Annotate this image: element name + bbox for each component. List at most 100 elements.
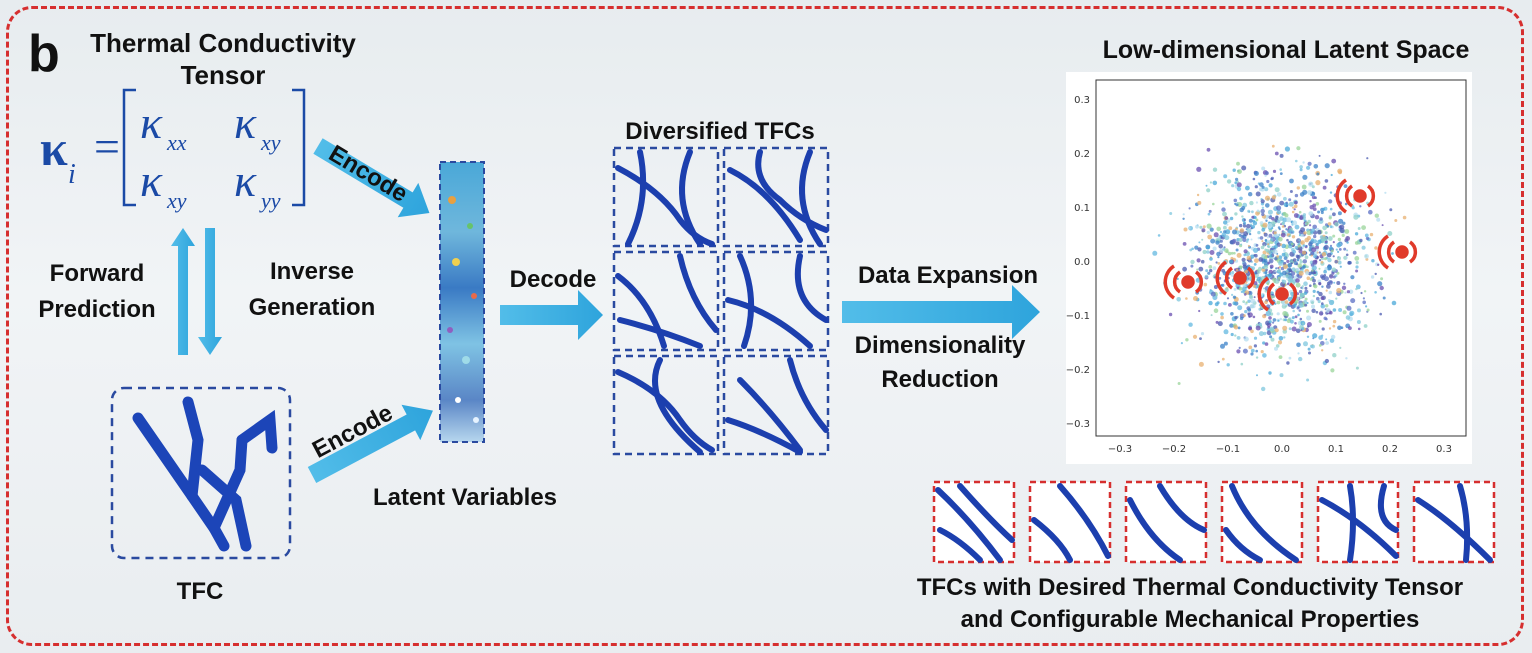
scatter-point xyxy=(1338,308,1343,312)
scatter-point xyxy=(1322,207,1326,211)
scatter-point xyxy=(1374,213,1380,218)
scatter-point xyxy=(1234,315,1238,320)
scatter-point xyxy=(1255,325,1261,331)
scatter-point xyxy=(1259,182,1264,187)
scatter-point xyxy=(1332,212,1336,217)
scatter-point xyxy=(1369,232,1374,237)
scatter-point xyxy=(1176,297,1181,302)
scatter-point xyxy=(1370,275,1375,279)
scatter-point xyxy=(1362,300,1366,305)
scatter-point xyxy=(1263,331,1267,336)
scatter-point xyxy=(1279,168,1282,171)
scatter-point xyxy=(1341,285,1347,290)
scatter-point xyxy=(1318,344,1322,347)
scatter-point xyxy=(1292,258,1297,262)
scatter-point xyxy=(1288,235,1291,238)
scatter-point xyxy=(1262,314,1267,319)
scatter-point xyxy=(1258,322,1263,327)
scatter-point xyxy=(1312,294,1316,298)
y-tick: 0.2 xyxy=(1074,149,1090,160)
scatter-point xyxy=(1305,271,1310,276)
scatter-point xyxy=(1226,223,1229,226)
scatter-point xyxy=(1202,225,1206,229)
scatter-point xyxy=(1330,173,1333,177)
scatter-point xyxy=(1250,298,1256,304)
scatter-point xyxy=(1246,228,1252,234)
scatter-point xyxy=(1231,270,1235,274)
scatter-point xyxy=(1268,183,1273,188)
scatter-point xyxy=(1357,227,1361,230)
scatter-point xyxy=(1309,224,1312,227)
scatter-point xyxy=(1278,255,1283,260)
scatter-point xyxy=(1323,316,1327,320)
scatter-point xyxy=(1289,178,1294,184)
scatter-point xyxy=(1277,319,1280,322)
scatter-point xyxy=(1223,174,1228,179)
scatter-point xyxy=(1237,169,1242,175)
scatter-point xyxy=(1152,250,1158,256)
scatter-point xyxy=(1271,217,1275,221)
scatter-point xyxy=(1242,286,1246,290)
scatter-point xyxy=(1291,210,1295,214)
scatter-point xyxy=(1257,270,1261,274)
scatter-point xyxy=(1235,241,1240,246)
scatter-point xyxy=(1298,289,1303,294)
scatter-point xyxy=(1312,207,1317,212)
scatter-point xyxy=(1261,386,1266,392)
scatter-point xyxy=(1255,356,1259,359)
scatter-point xyxy=(1301,184,1307,190)
scatter-point xyxy=(1255,349,1258,353)
scatter-point xyxy=(1338,248,1342,251)
scatter-point xyxy=(1264,171,1269,176)
scatter-point xyxy=(1377,281,1383,287)
scatter-point xyxy=(1247,308,1252,312)
scatter-point xyxy=(1199,225,1203,229)
scatter-point xyxy=(1284,318,1287,322)
x-tick: −0.2 xyxy=(1162,444,1186,455)
scatter-point xyxy=(1252,177,1256,181)
scatter-point xyxy=(1243,221,1247,225)
scatter-point xyxy=(1210,291,1216,297)
scatter-point xyxy=(1355,287,1358,291)
scatter-point xyxy=(1253,336,1258,340)
scatter-point xyxy=(1366,157,1369,160)
scatter-point xyxy=(1324,163,1330,169)
scatter-point xyxy=(1274,328,1279,333)
scatter-point xyxy=(1243,219,1246,221)
latent-scatter-points xyxy=(1152,144,1407,392)
scatter-point xyxy=(1334,260,1338,264)
scatter-point xyxy=(1276,219,1281,224)
scatter-point xyxy=(1292,309,1295,313)
scatter-point xyxy=(1364,233,1369,238)
scatter-point xyxy=(1228,226,1233,231)
highlight-marker xyxy=(1163,264,1204,300)
scatter-point xyxy=(1304,286,1308,290)
scatter-point xyxy=(1257,236,1261,240)
scatter-point xyxy=(1363,324,1368,328)
scatter-point xyxy=(1320,296,1325,300)
scatter-point xyxy=(1251,210,1254,214)
scatter-point xyxy=(1337,237,1342,242)
scatter-point xyxy=(1324,179,1329,183)
scatter-point xyxy=(1196,193,1200,197)
scatter-point xyxy=(1321,327,1325,331)
scatter-point xyxy=(1223,341,1228,346)
scatter-point xyxy=(1291,326,1297,332)
scatter-point xyxy=(1190,264,1194,268)
scatter-point xyxy=(1343,282,1346,285)
highlight-marker xyxy=(1215,260,1256,296)
scatter-point xyxy=(1302,174,1308,180)
scatter-point xyxy=(1286,238,1289,242)
scatter-point xyxy=(1331,249,1334,253)
scatter-point xyxy=(1261,212,1265,217)
scatter-point xyxy=(1212,180,1218,186)
y-tick: 0.1 xyxy=(1074,203,1090,214)
scatter-point xyxy=(1324,231,1328,235)
scatter-point xyxy=(1336,242,1342,248)
scatter-point xyxy=(1282,217,1288,223)
scatter-point xyxy=(1251,225,1255,229)
scatter-point xyxy=(1276,255,1279,258)
forward-label-line1: Forward xyxy=(49,260,145,287)
scatter-point xyxy=(1264,195,1271,201)
